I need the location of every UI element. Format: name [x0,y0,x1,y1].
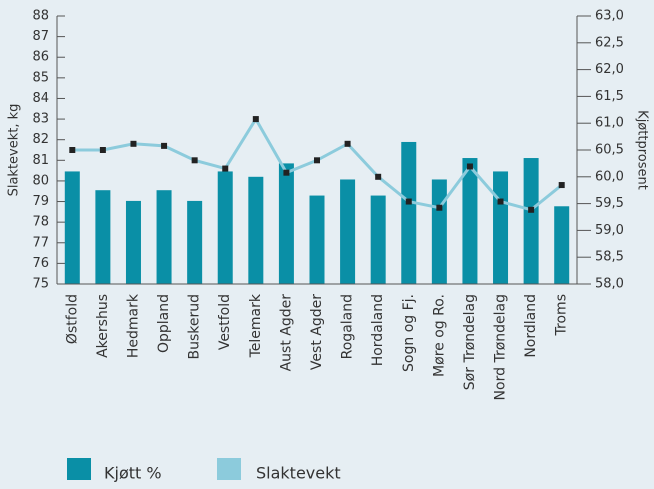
line-marker [344,140,351,147]
line-marker [314,157,320,164]
y-tick-label: 87 [32,29,49,44]
y-tick-label: 85 [32,70,49,85]
bar [187,200,203,284]
y2-tick-label: 63,0 [595,9,624,24]
bar [156,190,172,284]
y-tick-label: 77 [32,235,49,250]
bar [340,179,356,284]
legend-swatch [67,458,91,480]
y2-tick-label: 59,0 [595,223,624,238]
y-tick-label: 75 [32,277,49,292]
bar [554,206,570,284]
bar [278,163,294,284]
y-tick-label: 76 [32,256,49,271]
line-marker [252,116,259,123]
line-marker [99,147,106,153]
bar [248,176,264,284]
y2-tick-label: 58,0 [595,277,624,292]
y-tick-label: 79 [32,194,49,209]
y2-tick-label: 60,0 [595,169,624,184]
line-marker [130,140,137,147]
bar [462,158,478,284]
y-axis-title: Slaktevekt, kg [7,104,22,197]
line-marker [191,157,198,164]
legend-swatch [217,458,241,480]
x-tick-label: Vest Agder [309,294,325,370]
x-tick-label: Rogaland [340,294,356,359]
bar [370,195,386,284]
x-tick-label: Nordland [523,294,539,358]
y-tick-label: 83 [32,112,49,127]
bar [401,141,417,284]
line-marker [528,206,535,213]
y2-tick-label: 60,5 [595,143,624,158]
bar [309,195,325,284]
line-marker [222,165,229,172]
y-tick-label: 88 [32,9,49,24]
bar [523,158,539,284]
y-tick-label: 86 [32,50,49,65]
legend-label: Kjøtt % [104,464,162,483]
x-tick-label: Nord Trøndelag [493,294,509,400]
y2-tick-label: 59,5 [595,196,624,211]
x-tick-label: Østfold [64,294,80,344]
x-tick-label: Sør Trøndelag [462,294,478,390]
y-tick-label: 80 [32,173,49,188]
bar [125,200,141,284]
x-tick-label: Hordaland [370,294,386,366]
y2-axis-title: Kjøttprosent [635,110,650,190]
line-marker [161,142,168,149]
x-tick-label: Troms [554,294,570,336]
line-marker [69,147,76,153]
legend-label: Slaktevekt [256,464,341,483]
bar [95,190,111,284]
bar [431,179,447,284]
y-tick-label: 78 [32,215,49,230]
y-tick-label: 82 [32,132,49,147]
x-tick-label: Hedmark [125,293,141,358]
x-tick-label: Aust Agder [278,294,294,372]
x-tick-label: Akershus [95,294,111,358]
x-tick-label: Buskerud [187,294,203,360]
x-tick-label: Sogn og Fj. [401,294,417,372]
line-marker [405,198,412,205]
line-marker [436,204,443,211]
y2-tick-label: 58,5 [595,250,624,265]
y2-tick-label: 61,5 [595,89,624,104]
bar [64,171,80,284]
line-marker [497,198,504,205]
line-marker [283,169,290,176]
x-tick-label: Telemark [248,293,264,358]
y2-tick-label: 62,5 [595,35,624,50]
line-marker [558,182,565,189]
x-tick-label: Vestfold [217,294,233,350]
x-tick-label: Møre og Ro. [431,294,447,377]
x-tick-label: Oppland [156,294,172,353]
y2-tick-label: 61,0 [595,116,624,131]
line-marker [466,163,473,170]
line-marker [375,173,382,180]
y2-tick-label: 62,0 [595,62,624,77]
y-tick-label: 81 [32,153,49,168]
y-tick-label: 84 [32,91,49,106]
bar [217,171,233,284]
bar [493,171,509,284]
